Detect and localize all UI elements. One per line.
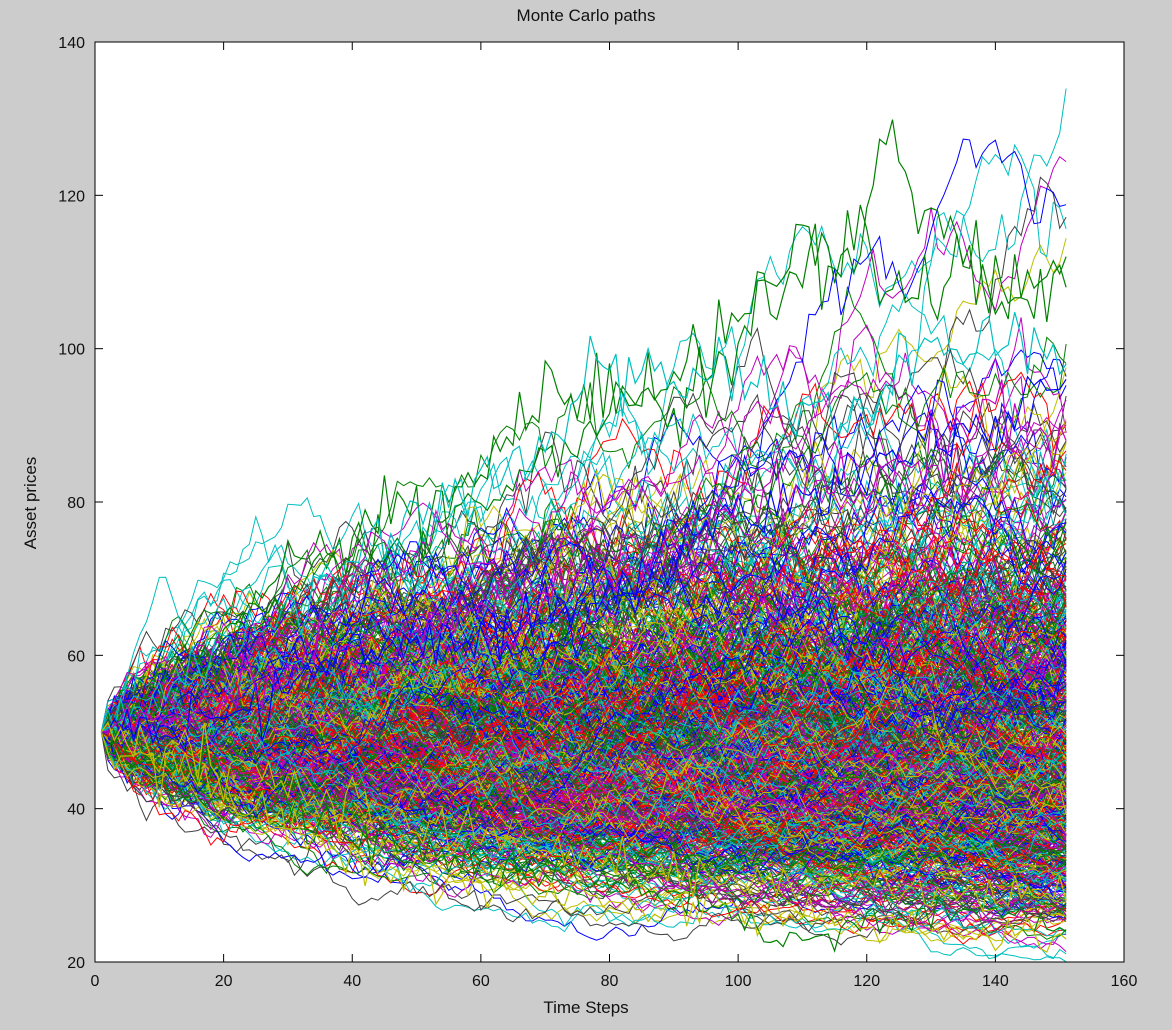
x-tick-label: 0 bbox=[91, 973, 100, 990]
price-path bbox=[101, 729, 1067, 942]
price-path bbox=[101, 343, 1067, 736]
price-path bbox=[100, 688, 1067, 801]
price-path bbox=[101, 393, 1067, 748]
price-path bbox=[101, 502, 1067, 733]
price-path bbox=[100, 450, 1067, 733]
price-path bbox=[101, 710, 1067, 845]
price-path bbox=[101, 454, 1067, 739]
price-path-extreme bbox=[100, 729, 1067, 953]
price-path bbox=[101, 712, 1067, 885]
price-path bbox=[101, 379, 1067, 741]
price-path bbox=[101, 649, 1067, 807]
price-path-extreme bbox=[101, 379, 1067, 737]
price-path bbox=[100, 717, 1067, 861]
price-path bbox=[101, 595, 1067, 755]
x-tick-label: 100 bbox=[725, 973, 752, 990]
price-path-extreme bbox=[100, 204, 1067, 755]
price-path bbox=[100, 557, 1067, 734]
price-path bbox=[101, 730, 1067, 906]
price-path bbox=[100, 691, 1067, 817]
paths-layer bbox=[100, 88, 1067, 962]
x-tick-label: 80 bbox=[601, 973, 619, 990]
y-tick-label: 60 bbox=[67, 648, 85, 665]
x-tick-label: 40 bbox=[343, 973, 361, 990]
y-tick-label: 40 bbox=[67, 802, 85, 819]
price-path bbox=[100, 371, 1067, 748]
price-path bbox=[101, 684, 1067, 844]
price-path bbox=[101, 710, 1067, 831]
y-tick-label: 120 bbox=[58, 188, 85, 205]
price-path bbox=[101, 647, 1067, 777]
x-axis-label: Time Steps bbox=[543, 998, 629, 1017]
chart-title: Monte Carlo paths bbox=[516, 6, 656, 25]
price-path bbox=[101, 412, 1067, 748]
price-path bbox=[101, 544, 1067, 771]
y-axis-label: Asset prices bbox=[21, 456, 40, 550]
price-path bbox=[101, 648, 1067, 760]
y-tick-label: 100 bbox=[58, 342, 85, 359]
price-path bbox=[100, 557, 1067, 733]
price-path bbox=[101, 675, 1067, 790]
price-path bbox=[101, 682, 1067, 781]
price-path bbox=[101, 619, 1067, 819]
price-path bbox=[100, 434, 1067, 745]
price-path bbox=[101, 694, 1067, 915]
price-path bbox=[101, 554, 1067, 737]
x-tick-label: 120 bbox=[853, 973, 880, 990]
y-tick-label: 20 bbox=[67, 955, 85, 972]
x-tick-label: 140 bbox=[982, 973, 1009, 990]
price-path bbox=[101, 695, 1067, 828]
price-path bbox=[100, 561, 1067, 747]
y-tick-label: 80 bbox=[67, 495, 85, 512]
ticks-layer: 0 20 40 60 80 100 120 140 160 20 40 60 80 100 120 140 bbox=[58, 35, 1137, 990]
price-path bbox=[100, 540, 1067, 733]
price-path bbox=[101, 615, 1067, 814]
price-path bbox=[101, 730, 1067, 872]
price-path bbox=[100, 556, 1067, 761]
price-path bbox=[100, 665, 1067, 797]
price-path-extreme bbox=[100, 731, 1067, 953]
price-path bbox=[100, 554, 1067, 748]
price-path-extreme bbox=[100, 312, 1067, 733]
price-path bbox=[100, 380, 1067, 759]
x-tick-label: 20 bbox=[215, 973, 233, 990]
price-path bbox=[101, 435, 1067, 733]
price-path bbox=[101, 729, 1067, 916]
y-tick-label: 140 bbox=[58, 35, 85, 52]
price-path-extreme bbox=[101, 375, 1067, 753]
price-path-extreme bbox=[100, 721, 1067, 914]
price-path bbox=[101, 626, 1067, 796]
price-path bbox=[100, 731, 1067, 859]
price-path bbox=[101, 626, 1067, 773]
price-path bbox=[101, 636, 1067, 780]
price-path bbox=[101, 731, 1067, 860]
price-path bbox=[100, 450, 1067, 776]
price-path bbox=[101, 720, 1067, 871]
x-tick-label: 160 bbox=[1111, 973, 1138, 990]
price-path bbox=[101, 714, 1067, 879]
x-tick-label: 60 bbox=[472, 973, 490, 990]
price-path bbox=[100, 610, 1067, 844]
